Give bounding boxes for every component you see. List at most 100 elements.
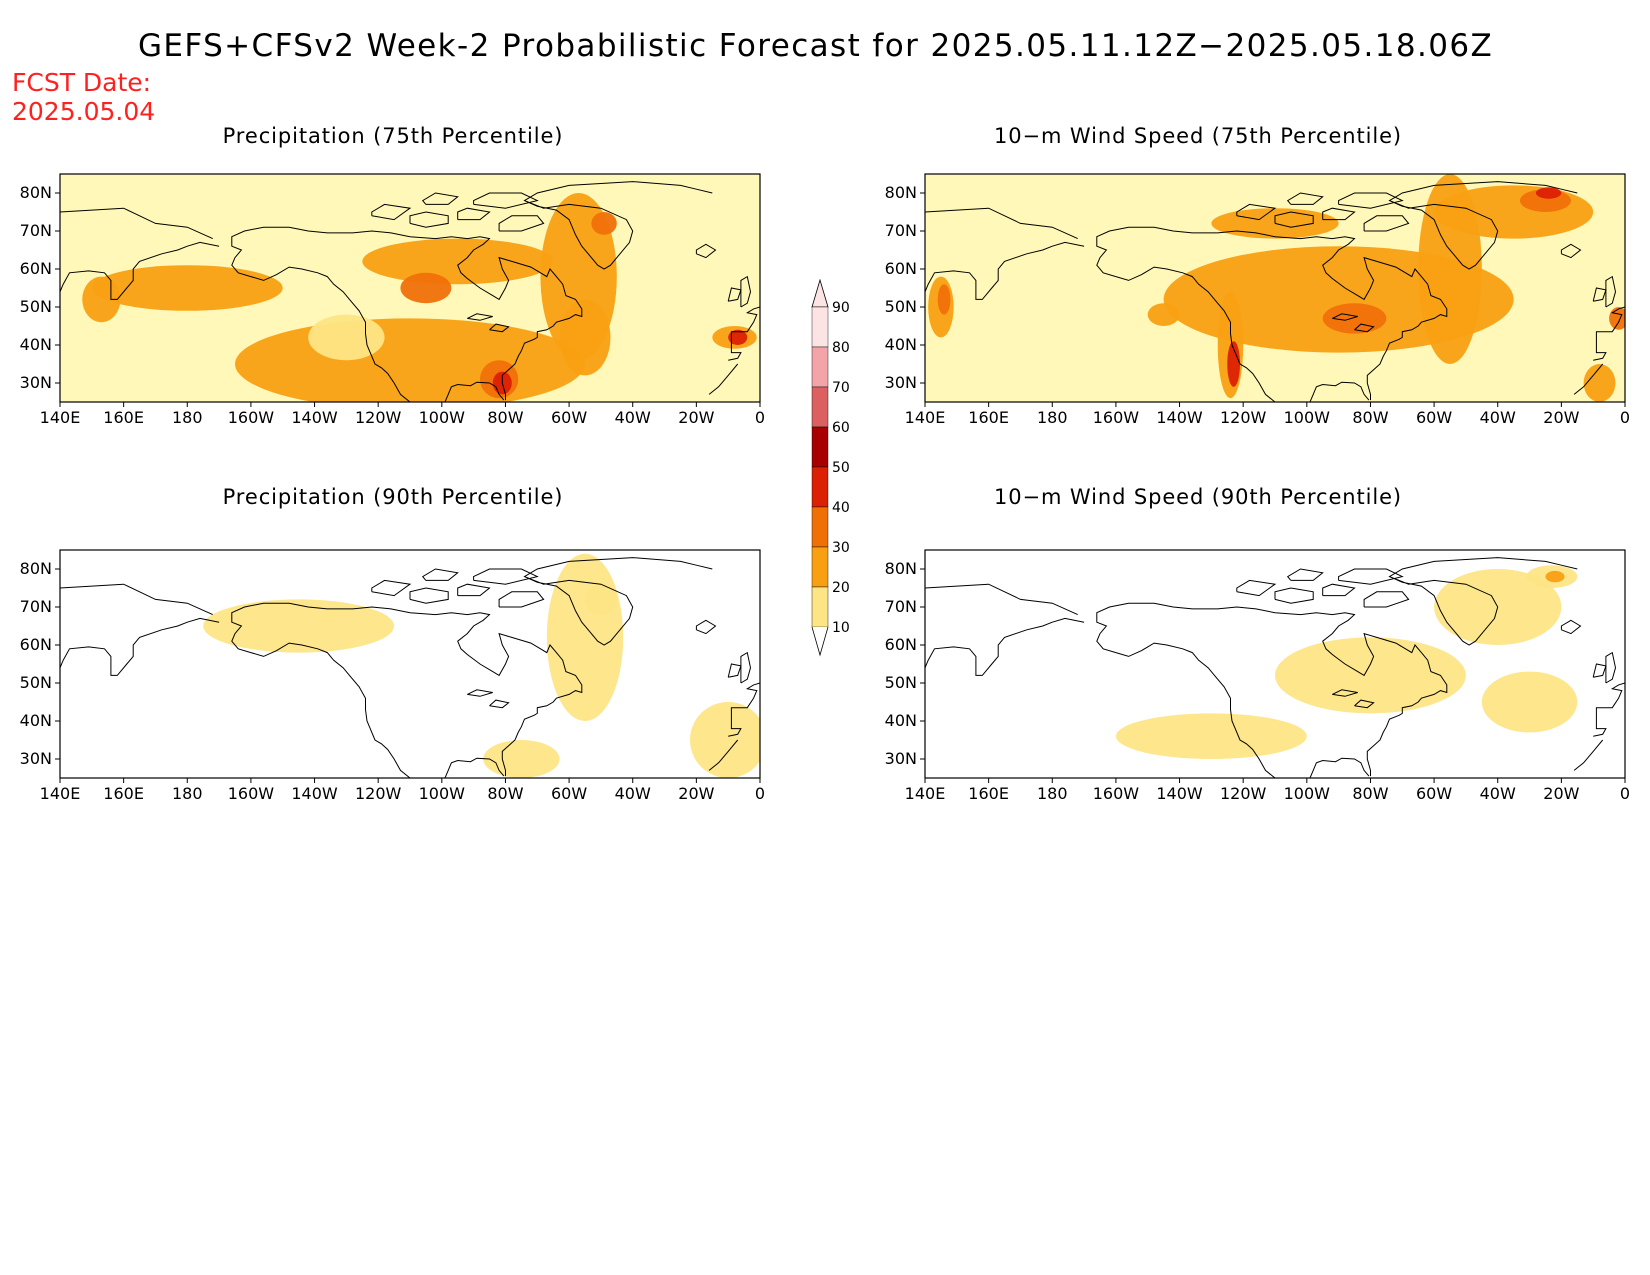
lat-tick-label: 40N bbox=[20, 711, 52, 730]
lon-tick-label: 120W bbox=[355, 408, 402, 427]
coastline bbox=[60, 207, 213, 240]
map-frame bbox=[59, 549, 761, 779]
probability-area bbox=[1147, 303, 1180, 326]
lon-tick-label: 180 bbox=[1037, 408, 1068, 427]
lon-tick-label: 160E bbox=[968, 784, 1009, 803]
probability-area bbox=[728, 329, 748, 345]
coastline bbox=[1388, 557, 1578, 646]
coastline bbox=[457, 207, 491, 221]
coastline bbox=[740, 651, 752, 684]
coastline bbox=[708, 739, 739, 771]
colorbar-label: 40 bbox=[832, 500, 850, 516]
probability-area bbox=[1115, 713, 1307, 759]
coastline bbox=[1592, 663, 1607, 678]
lon-tick-label: 80W bbox=[1352, 784, 1388, 803]
lat-tick-label: 40N bbox=[885, 711, 917, 730]
lon-tick-label: 80W bbox=[487, 784, 523, 803]
coastline bbox=[467, 313, 493, 321]
coastline bbox=[1593, 306, 1625, 361]
probability-area bbox=[1535, 187, 1562, 199]
coastline bbox=[1115, 642, 1276, 778]
coastline bbox=[727, 663, 742, 678]
lon-tick-label: 20W bbox=[678, 408, 714, 427]
lat-tick-label: 30N bbox=[885, 749, 917, 768]
lat-tick-label: 60N bbox=[885, 635, 917, 654]
lat-tick-label: 40N bbox=[885, 335, 917, 354]
colorbar-segment bbox=[811, 306, 829, 348]
lon-tick-label: 100W bbox=[1284, 784, 1331, 803]
coastline bbox=[1605, 275, 1617, 308]
coastline bbox=[695, 619, 717, 635]
colorbar-label: 90 bbox=[832, 300, 850, 316]
coastline bbox=[1332, 313, 1358, 321]
lon-tick-label: 160W bbox=[228, 784, 275, 803]
coastline bbox=[1560, 619, 1582, 635]
coastline bbox=[473, 192, 539, 209]
coastline bbox=[1363, 215, 1410, 232]
lon-tick-label: 20W bbox=[1543, 784, 1579, 803]
lon-tick-label: 160E bbox=[968, 408, 1009, 427]
coastline bbox=[231, 602, 583, 777]
lon-tick-label: 40W bbox=[1480, 784, 1516, 803]
colorbar-bottom-arrow bbox=[811, 626, 829, 657]
coastline bbox=[473, 568, 539, 585]
coastline bbox=[728, 306, 760, 361]
coastline bbox=[1354, 323, 1375, 333]
lon-tick-label: 120W bbox=[1220, 408, 1267, 427]
page-title: GEFS+CFSv2 Week-2 Probabilistic Forecast… bbox=[138, 28, 1494, 64]
coastline bbox=[498, 215, 545, 232]
coastline bbox=[498, 591, 545, 608]
lon-tick-label: 0 bbox=[1620, 784, 1630, 803]
coastline bbox=[1286, 568, 1324, 581]
coastline bbox=[1274, 211, 1314, 228]
lon-tick-label: 180 bbox=[172, 408, 203, 427]
panel-title-wind-75: 10−m Wind Speed (75th Percentile) bbox=[993, 124, 1403, 148]
lon-tick-label: 0 bbox=[755, 408, 765, 427]
coastline bbox=[250, 266, 411, 402]
lon-tick-label: 20W bbox=[678, 784, 714, 803]
lon-tick-label: 100W bbox=[419, 408, 466, 427]
lon-tick-label: 160E bbox=[103, 408, 144, 427]
coastline bbox=[1593, 682, 1625, 737]
colorbar-segment bbox=[811, 506, 829, 548]
lon-tick-label: 140W bbox=[1156, 408, 1203, 427]
coastline bbox=[708, 363, 739, 395]
probability-area bbox=[585, 584, 617, 615]
lat-tick-label: 60N bbox=[885, 259, 917, 278]
probability-area bbox=[1481, 671, 1578, 733]
lat-tick-label: 70N bbox=[885, 597, 917, 616]
colorbar-segment bbox=[811, 586, 829, 628]
lon-tick-label: 60W bbox=[1416, 408, 1452, 427]
forecast-date-label: FCST Date: bbox=[12, 68, 152, 97]
map-wind-75th: 80N 70N 60N 50N 40N 30N 140E 160E 180 160W 140W 120… bbox=[885, 173, 1630, 427]
colorbar-segment bbox=[811, 426, 829, 468]
lat-tick-label: 70N bbox=[885, 221, 917, 240]
coastline bbox=[409, 211, 449, 228]
colorbar-segment bbox=[811, 386, 829, 428]
probability-area bbox=[483, 740, 560, 778]
lat-tick-label: 60N bbox=[20, 635, 52, 654]
colorbar-label: 50 bbox=[832, 460, 850, 476]
lat-tick-label: 50N bbox=[885, 673, 917, 692]
coastline bbox=[925, 617, 1085, 676]
lon-tick-label: 140W bbox=[1156, 784, 1203, 803]
lon-tick-label: 120W bbox=[355, 784, 402, 803]
panel-title-precip-75: Precipitation (75th Percentile) bbox=[222, 124, 564, 148]
coastline bbox=[1309, 757, 1370, 778]
probability-area bbox=[559, 299, 611, 376]
coastline bbox=[444, 757, 505, 778]
lon-tick-label: 80W bbox=[487, 408, 523, 427]
map-frame bbox=[924, 173, 1626, 403]
lat-tick-label: 60N bbox=[20, 259, 52, 278]
coastline bbox=[60, 241, 220, 300]
probability-area bbox=[591, 212, 617, 235]
coastline bbox=[1286, 192, 1324, 205]
colorbar-label: 70 bbox=[832, 380, 850, 396]
coastline bbox=[1236, 579, 1277, 597]
probability-area bbox=[91, 265, 283, 311]
colorbar-label: 30 bbox=[832, 540, 850, 556]
map-precip-90th: 80N 70N 60N 50N 40N 30N 140E 160E 180 160W 140W 120… bbox=[20, 549, 765, 803]
lon-tick-label: 60W bbox=[1416, 784, 1452, 803]
probability-area bbox=[362, 238, 554, 285]
lat-tick-label: 70N bbox=[20, 221, 52, 240]
